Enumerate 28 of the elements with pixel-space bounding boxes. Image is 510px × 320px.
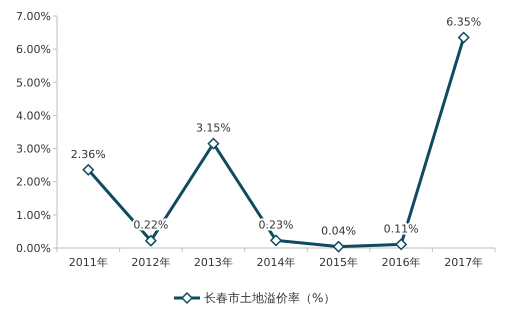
x-tick-label: 2011年 [68,256,108,269]
point [270,234,282,246]
y-tick-label: 6.00% [16,43,51,56]
y-tick-label: 5.00% [16,76,51,90]
y-tick-label: 2.00% [16,176,51,189]
x-tick-label: 2015年 [319,256,358,269]
data-label: 0.04% [321,224,356,238]
y-tick-label: 4.00% [16,109,51,122]
point [458,32,470,44]
data-label: 3.15% [196,122,231,135]
point [332,240,344,252]
point [395,238,407,250]
point [82,164,94,176]
x-tick-label: 2016年 [382,256,421,269]
data-label: 2.36% [70,148,106,161]
x-tick-label: 2014年 [256,256,296,269]
y-tick-label: 1.00% [16,208,51,222]
y-tick-label: 7.00% [16,10,51,23]
x-tick-label: 2012年 [131,256,170,269]
legend-label: 长春市土地溢价率（%） [204,291,336,305]
y-tick-label: 3.00% [16,142,51,156]
point [145,234,157,246]
x-tick-label: 2017年 [444,256,484,269]
data-label: 6.35% [446,16,482,29]
legend: 长春市土地溢价率（%） [174,291,336,305]
x-tick-label: 2013年 [194,256,233,269]
point [208,138,220,150]
y-tick-label: 0.00% [16,242,51,255]
